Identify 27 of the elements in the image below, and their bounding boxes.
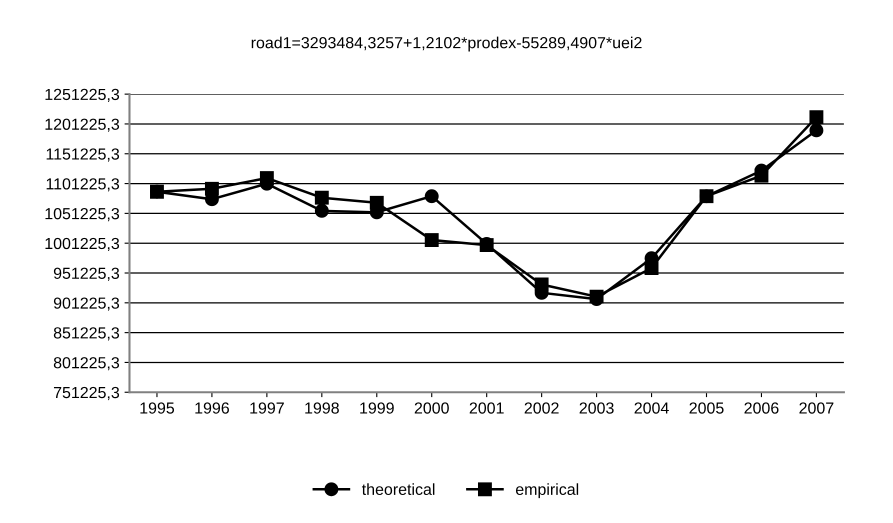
- x-tick-label: 2001: [470, 402, 504, 414]
- y-tick-label: 801225,3: [54, 357, 120, 370]
- x-tick-label: 2004: [634, 402, 669, 414]
- legend-label: theoretical: [362, 483, 434, 496]
- y-tick-label: 1201225,3: [45, 118, 120, 132]
- y-tick-label: 951225,3: [54, 268, 120, 281]
- y-tick-label: 751225,3: [54, 386, 120, 400]
- x-tick-label: 1997: [250, 402, 284, 414]
- x-tick-label: 2006: [744, 402, 779, 414]
- y-tick-label: 1251225,3: [45, 88, 120, 102]
- x-tick-label: 2000: [414, 402, 449, 414]
- y-tick-label: 851225,3: [54, 327, 120, 340]
- legend-label: empirical: [516, 483, 578, 498]
- x-tick-label: 1995: [140, 402, 174, 414]
- y-tick-label: 901225,3: [54, 297, 120, 311]
- y-tick-label: 1001225,3: [45, 238, 120, 252]
- chart-title: road1=3293484,3257+1,2102*prodex-55289,4907*uei2: [252, 36, 642, 52]
- y-tick-label: 1151225,3: [46, 148, 120, 162]
- y-tick-label: 1051225,3: [45, 208, 120, 222]
- x-tick-label: 2007: [799, 402, 834, 414]
- y-tick-label: 1101225,3: [46, 178, 120, 192]
- x-tick-label: 1999: [360, 402, 394, 414]
- x-tick-label: 2003: [580, 402, 614, 414]
- x-tick-label: 1998: [305, 402, 339, 414]
- x-tick-label: 1996: [195, 402, 229, 414]
- x-tick-label: 2005: [690, 402, 724, 414]
- x-tick-label: 2002: [524, 402, 559, 414]
